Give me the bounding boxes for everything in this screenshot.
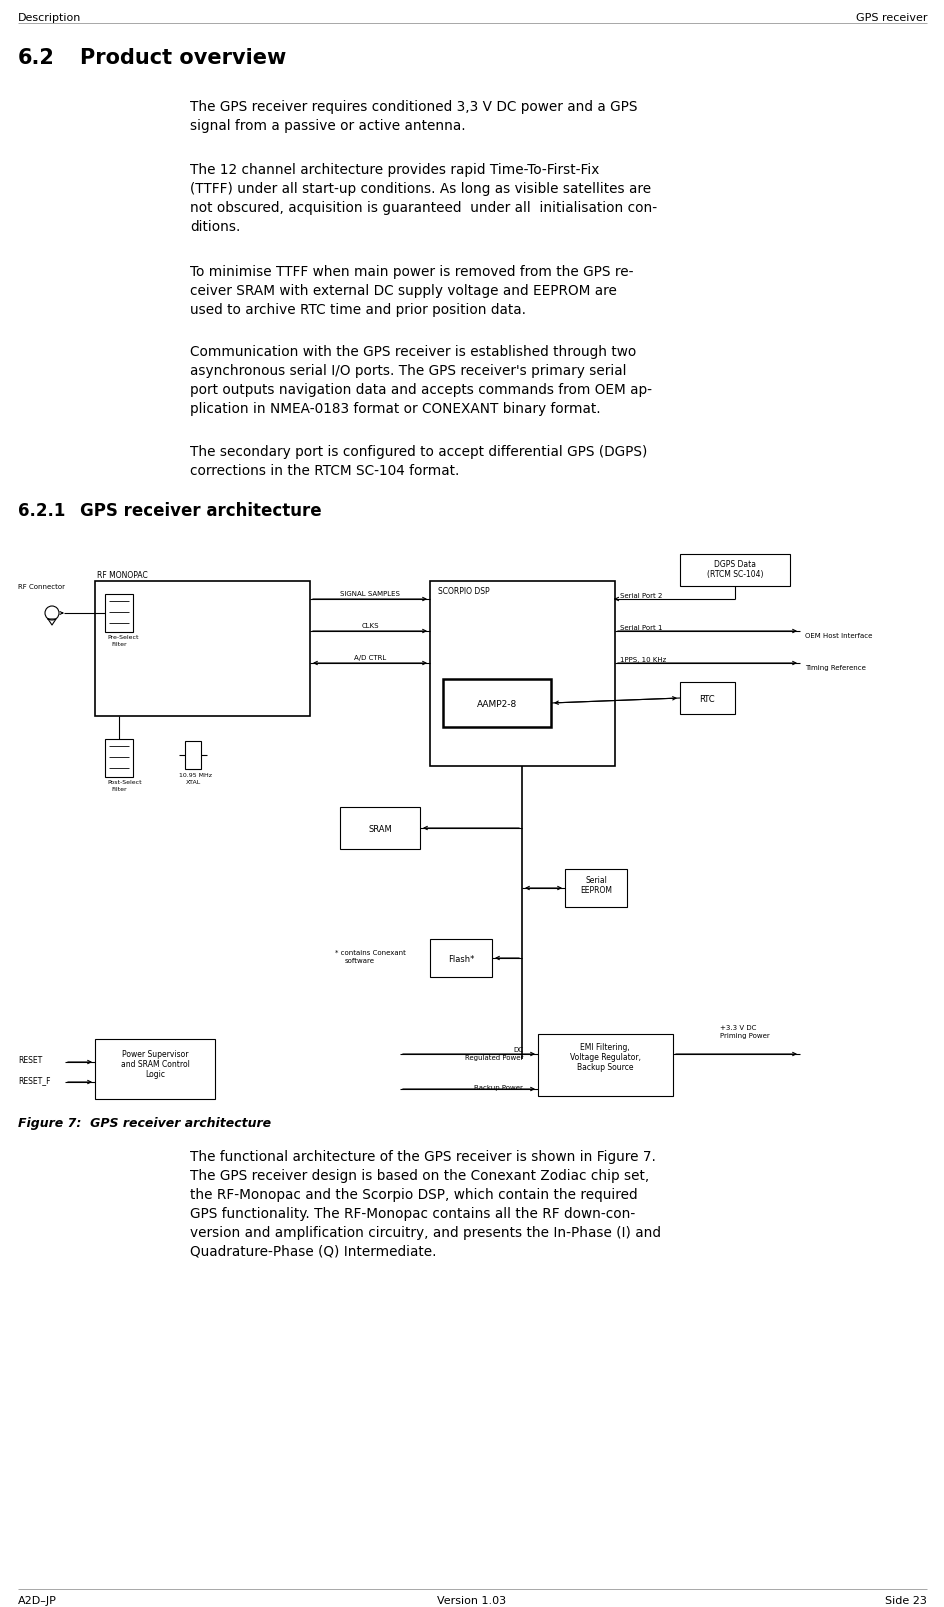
Bar xyxy=(105,739,133,778)
Text: Version 1.03: Version 1.03 xyxy=(437,1596,506,1605)
Text: +3.3 V DC: +3.3 V DC xyxy=(719,1024,755,1030)
Text: RESET_F: RESET_F xyxy=(18,1075,50,1085)
Text: Backup Power: Backup Power xyxy=(474,1085,522,1090)
Text: Priming Power: Priming Power xyxy=(719,1032,769,1038)
Text: and SRAM Control: and SRAM Control xyxy=(121,1059,189,1069)
Text: (RTCM SC-104): (RTCM SC-104) xyxy=(706,569,763,579)
Text: XTAL: XTAL xyxy=(186,779,201,784)
Text: DC: DC xyxy=(513,1046,522,1053)
Text: CLKS: CLKS xyxy=(361,622,379,628)
Text: EMI Filtering,: EMI Filtering, xyxy=(580,1043,630,1051)
Text: The secondary port is configured to accept differential GPS (DGPS)
corrections i: The secondary port is configured to acce… xyxy=(190,445,647,477)
Text: The functional architecture of the GPS receiver is shown in Figure 7.
The GPS re: The functional architecture of the GPS r… xyxy=(190,1149,660,1258)
Text: Backup Source: Backup Source xyxy=(576,1062,632,1072)
Text: Post-Select: Post-Select xyxy=(107,779,142,784)
Text: Communication with the GPS receiver is established through two
asynchronous seri: Communication with the GPS receiver is e… xyxy=(190,346,651,416)
Bar xyxy=(185,741,201,770)
Text: Description: Description xyxy=(18,13,81,22)
Text: GPS receiver architecture: GPS receiver architecture xyxy=(80,501,321,519)
Text: RF MONOPAC: RF MONOPAC xyxy=(97,570,147,580)
Text: 10.95 MHz: 10.95 MHz xyxy=(178,773,211,778)
Text: Serial Port 1: Serial Port 1 xyxy=(619,625,662,630)
Text: Side 23: Side 23 xyxy=(885,1596,926,1605)
Text: software: software xyxy=(345,958,375,964)
Bar xyxy=(95,582,310,717)
Bar xyxy=(430,582,615,767)
Text: RESET: RESET xyxy=(18,1056,42,1064)
Text: Flash*: Flash* xyxy=(447,955,474,964)
Text: Pre-Select: Pre-Select xyxy=(107,635,139,640)
Text: Figure 7:  GPS receiver architecture: Figure 7: GPS receiver architecture xyxy=(18,1117,271,1130)
Text: DGPS Data: DGPS Data xyxy=(714,559,755,569)
Text: AAMP2-8: AAMP2-8 xyxy=(477,699,516,709)
Text: A/D CTRL: A/D CTRL xyxy=(353,654,386,660)
Text: RTC: RTC xyxy=(699,694,714,704)
Text: SCORPIO DSP: SCORPIO DSP xyxy=(437,587,489,596)
Text: 1PPS, 10 KHz: 1PPS, 10 KHz xyxy=(619,657,666,662)
Text: The 12 channel architecture provides rapid Time-To-First-Fix
(TTFF) under all st: The 12 channel architecture provides rap… xyxy=(190,162,656,233)
Bar xyxy=(95,1040,215,1099)
Text: GPS receiver: GPS receiver xyxy=(854,13,926,22)
Text: Filter: Filter xyxy=(110,641,126,646)
Text: SRAM: SRAM xyxy=(368,824,392,834)
Text: RF Connector: RF Connector xyxy=(18,583,65,590)
Bar xyxy=(340,807,419,850)
Text: Product overview: Product overview xyxy=(80,48,286,67)
Text: * contains Conexant: * contains Conexant xyxy=(334,950,405,956)
Bar xyxy=(430,940,492,977)
Bar xyxy=(537,1035,672,1096)
Text: 6.2: 6.2 xyxy=(18,48,55,67)
Text: Regulated Power: Regulated Power xyxy=(464,1054,522,1061)
Text: SIGNAL SAMPLES: SIGNAL SAMPLES xyxy=(340,591,399,596)
Bar xyxy=(443,680,550,728)
Text: The GPS receiver requires conditioned 3,3 V DC power and a GPS
signal from a pas: The GPS receiver requires conditioned 3,… xyxy=(190,100,637,133)
Bar xyxy=(105,595,133,633)
Bar xyxy=(680,554,789,587)
Text: Logic: Logic xyxy=(144,1069,165,1078)
Text: Filter: Filter xyxy=(110,786,126,792)
Bar xyxy=(565,869,626,908)
Text: A2D–JP: A2D–JP xyxy=(18,1596,57,1605)
Text: EEPROM: EEPROM xyxy=(580,885,612,895)
Text: 6.2.1: 6.2.1 xyxy=(18,501,65,519)
Bar xyxy=(680,683,734,715)
Text: Power Supervisor: Power Supervisor xyxy=(122,1049,188,1059)
Text: Serial Port 2: Serial Port 2 xyxy=(619,593,662,599)
Text: Serial: Serial xyxy=(584,876,606,884)
Text: To minimise TTFF when main power is removed from the GPS re-
ceiver SRAM with ex: To minimise TTFF when main power is remo… xyxy=(190,265,632,317)
Text: Voltage Regulator,: Voltage Regulator, xyxy=(569,1053,640,1061)
Text: OEM Host Interface: OEM Host Interface xyxy=(804,633,871,638)
Text: Timing Reference: Timing Reference xyxy=(804,665,865,670)
